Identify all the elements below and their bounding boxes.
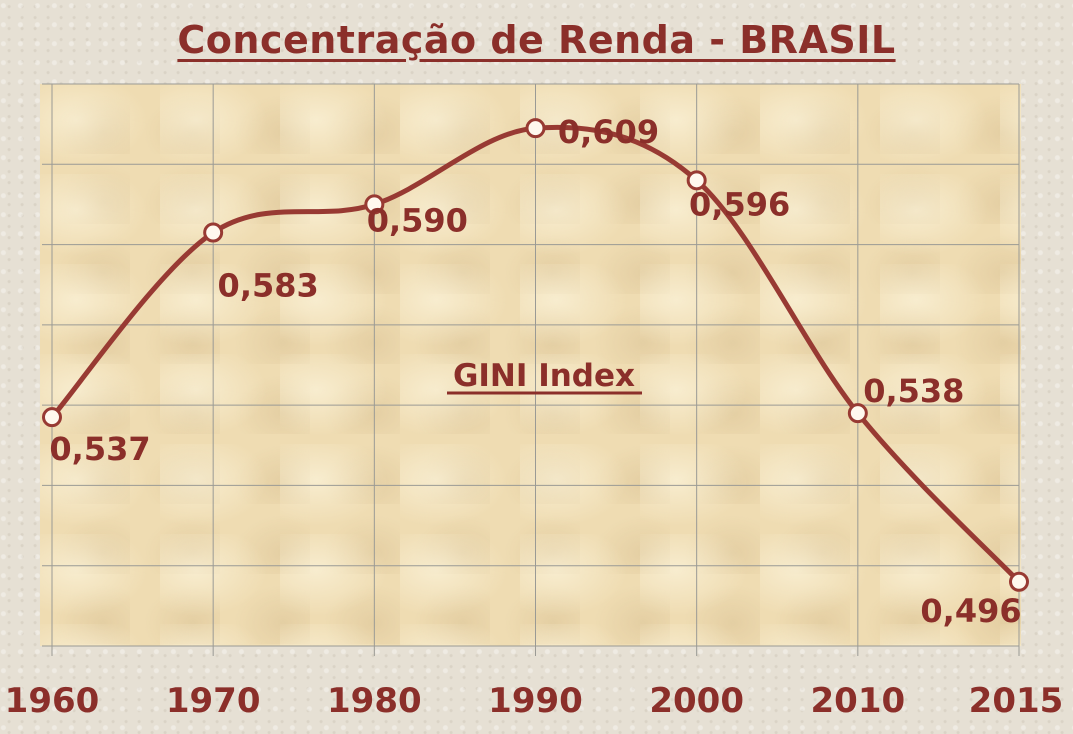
x-tick-label-1980: 1980 bbox=[327, 681, 422, 721]
data-label-2015: 0,496 bbox=[920, 592, 1021, 630]
x-tick-label-2015: 2015 bbox=[969, 681, 1064, 721]
data-point-2000 bbox=[686, 170, 707, 191]
data-point-1980 bbox=[364, 194, 385, 215]
x-tick-label-1960: 1960 bbox=[5, 681, 100, 721]
data-labels: 0,537 0,583 0,590 0,609 0,596 0,538 0,496 bbox=[49, 113, 1021, 630]
x-tick-label-1970: 1970 bbox=[166, 681, 261, 721]
data-point-1970 bbox=[203, 222, 224, 243]
data-label-1970: 0,583 bbox=[218, 267, 319, 305]
chart-title: Concentração de Renda - BRASIL bbox=[177, 18, 896, 62]
x-tick-label-2000: 2000 bbox=[649, 681, 744, 721]
x-tick-label-1990: 1990 bbox=[488, 681, 583, 721]
data-point-1990 bbox=[525, 118, 546, 139]
data-point-2010 bbox=[847, 403, 868, 424]
data-point-2015 bbox=[1009, 571, 1029, 592]
data-label-2000: 0,596 bbox=[689, 185, 790, 223]
gini-index-annotation: GINI Index bbox=[453, 358, 635, 394]
data-label-1960: 0,537 bbox=[49, 430, 150, 468]
data-point-1960 bbox=[42, 407, 62, 428]
data-label-2010: 0,538 bbox=[863, 372, 964, 410]
grid-lines bbox=[42, 83, 1020, 656]
annotation-layer: GINI Index bbox=[447, 358, 642, 395]
data-label-1990: 0,609 bbox=[558, 113, 659, 151]
x-tick-label-2010: 2010 bbox=[811, 681, 906, 721]
x-tick-labels: 1960 1970 1980 1990 2000 2010 2015 bbox=[5, 681, 1064, 721]
data-label-1980: 0,590 bbox=[367, 201, 468, 239]
data-points bbox=[42, 118, 1029, 592]
